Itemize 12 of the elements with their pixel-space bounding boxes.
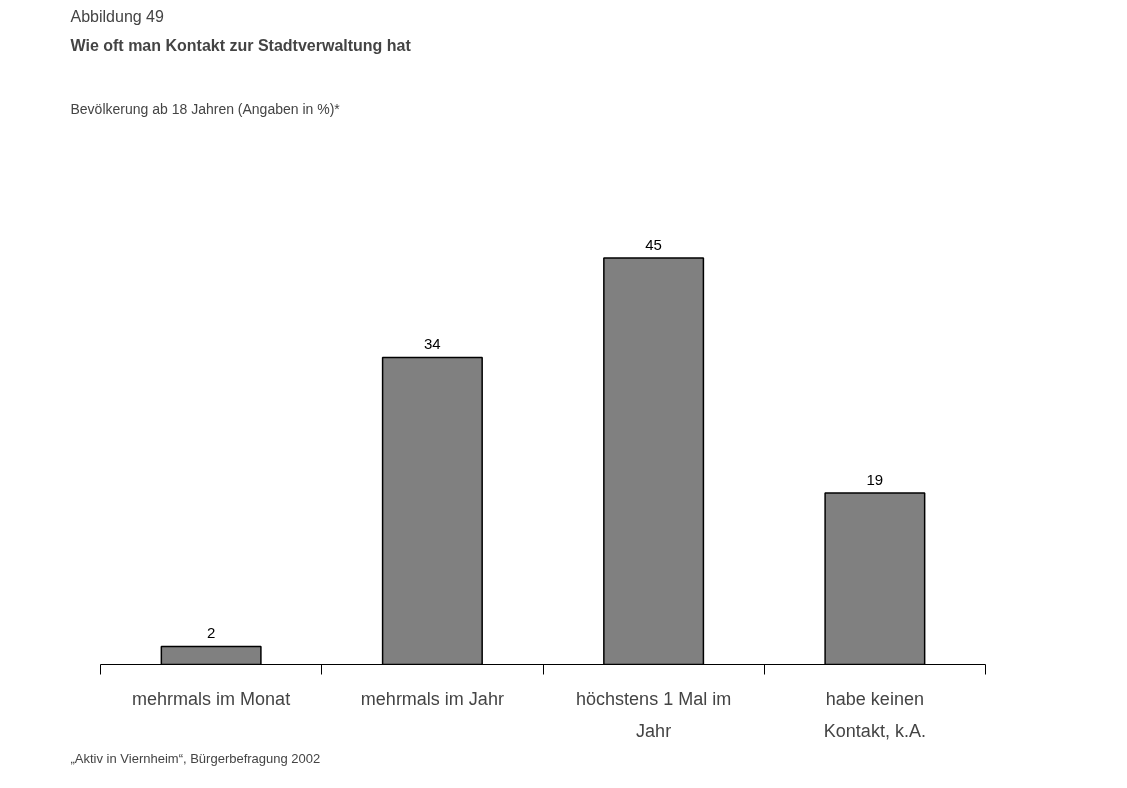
x-tick-label: habe keinen Kontakt, k.A. bbox=[823, 688, 926, 741]
x-tick-label: höchstens 1 Mal im Jahr bbox=[576, 688, 732, 741]
data-label: 45 bbox=[645, 236, 662, 254]
text: Bevölkerung ab 18 Jahren (Angaben in %)* bbox=[70, 100, 341, 117]
data-label: 34 bbox=[424, 335, 441, 353]
chart-title: Wie oft man Kontakt zur Stadtverwaltung hat bbox=[70, 36, 412, 54]
x-tick-label: mehrmals im Jahr bbox=[360, 688, 504, 709]
chart-subtitle: Abbildung 49 bbox=[70, 7, 165, 25]
x-tick-label: mehrmals im Monat bbox=[132, 688, 291, 709]
text: „Aktiv in Viernheim“, Bürgerbefragung 2002 bbox=[70, 750, 321, 766]
data-label: 19 bbox=[866, 470, 884, 488]
data-label: 2 bbox=[206, 624, 216, 642]
